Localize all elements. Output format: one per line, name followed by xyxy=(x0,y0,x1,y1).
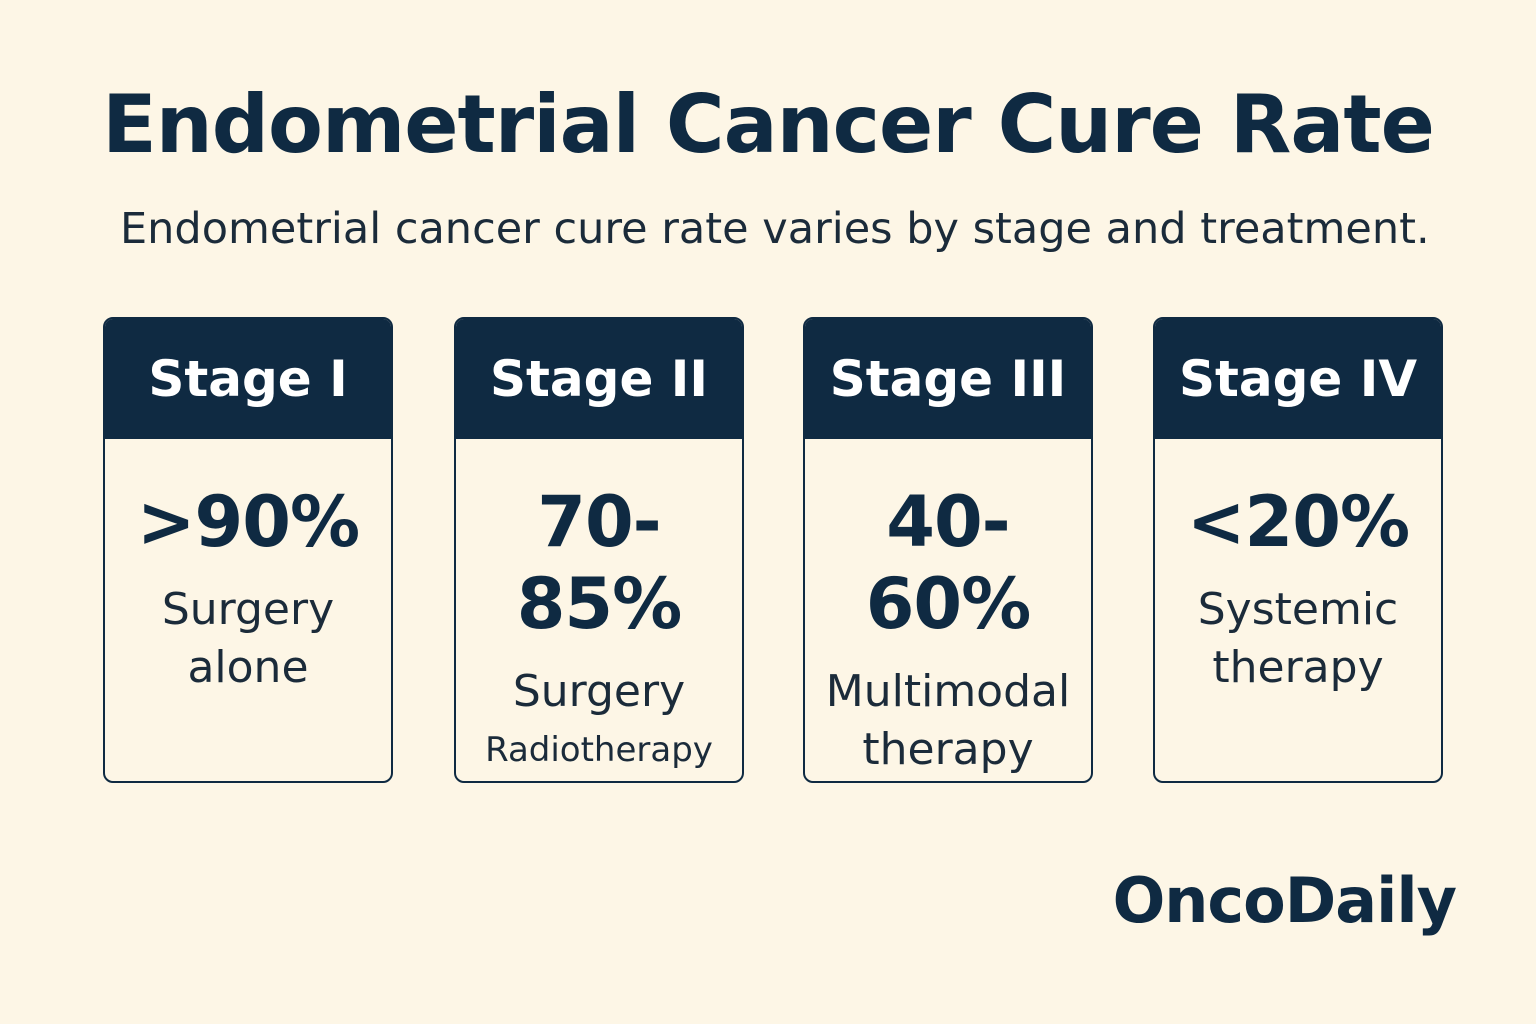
treatment: Surgery Radiotherapy xyxy=(456,663,742,779)
treatment: Surgery alone xyxy=(105,581,391,697)
stage-card: Stage III 40-60% Multimodal therapy xyxy=(803,317,1093,783)
treatment-line: Systemic xyxy=(1197,584,1399,635)
treatment-line: Surgery xyxy=(512,666,686,717)
treatment-line: Surgery xyxy=(161,584,335,635)
cure-rate: <20% xyxy=(1186,481,1410,563)
stage-card: Stage II 70-85% Surgery Radiotherapy xyxy=(454,317,744,783)
subtitle: Endometrial cancer cure rate varies by s… xyxy=(120,204,1430,254)
treatment: Systemic therapy xyxy=(1155,581,1441,697)
cure-rate: 70-85% xyxy=(516,481,683,645)
treatment-line: Multimodal xyxy=(825,666,1071,717)
stage-label: Stage III xyxy=(805,319,1091,439)
stage-label: Stage II xyxy=(456,319,742,439)
treatment-line: alone xyxy=(187,642,309,693)
card-row: Stage I >90% Surgery alone Stage II 70-85% Sur… xyxy=(0,317,1536,787)
cure-rate: >90% xyxy=(136,481,360,563)
treatment: Multimodal therapy xyxy=(805,663,1091,779)
stage-label: Stage IV xyxy=(1155,319,1441,439)
stage-card: Stage I >90% Surgery alone xyxy=(103,317,393,783)
treatment-line: therapy xyxy=(862,724,1034,775)
cure-rate: 40-60% xyxy=(865,481,1032,645)
title: Endometrial Cancer Cure Rate xyxy=(102,78,1435,171)
treatment-line: therapy xyxy=(1212,642,1384,693)
brand-logo: OncoDaily xyxy=(1112,864,1457,937)
stage-card: Stage IV <20% Systemic therapy xyxy=(1153,317,1443,783)
stage-label: Stage I xyxy=(105,319,391,439)
treatment-line: Radiotherapy xyxy=(485,730,713,770)
